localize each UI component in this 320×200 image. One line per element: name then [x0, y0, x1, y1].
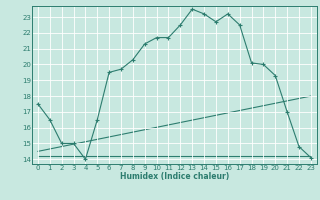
X-axis label: Humidex (Indice chaleur): Humidex (Indice chaleur) — [120, 172, 229, 181]
